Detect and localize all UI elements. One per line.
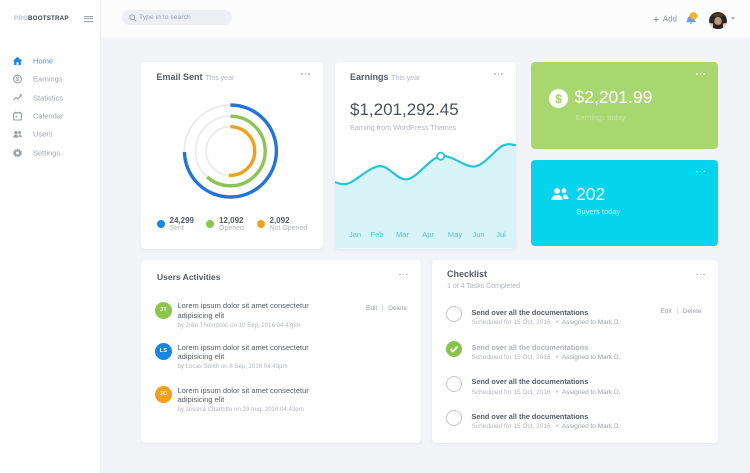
svg-text:$: $ [555, 92, 562, 106]
svg-text:$: $ [16, 77, 20, 84]
svg-text:1: 1 [692, 14, 695, 20]
